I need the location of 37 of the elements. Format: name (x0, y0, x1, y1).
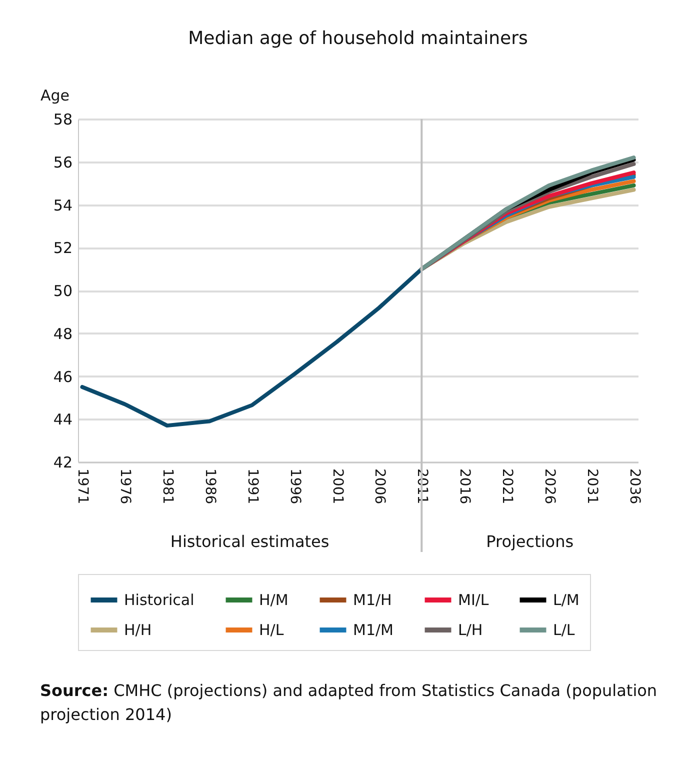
y-tick-label: 42 (53, 454, 72, 472)
legend-label: L/L (553, 621, 576, 639)
y-tick-label: 46 (53, 368, 72, 386)
x-tick-label: 2036 (626, 468, 642, 504)
x-tick-label: 1981 (160, 468, 176, 504)
y-tick-label: 52 (53, 239, 72, 258)
legend-label: H/M (259, 591, 288, 609)
legend-label: M1/M (353, 621, 394, 639)
y-tick-label: 48 (53, 324, 72, 343)
legend-label: H/H (124, 621, 152, 639)
x-tick-label: 1996 (286, 468, 303, 504)
y-tick-label: 54 (53, 196, 72, 214)
x-tick-label: 2016 (456, 468, 473, 504)
legend-label: MI/L (458, 591, 490, 609)
x-tick-label: 1986 (202, 468, 218, 504)
chart-title: Median age of household maintainers (188, 28, 528, 49)
legend-label: L/M (553, 591, 580, 609)
legend-label: L/H (458, 621, 483, 639)
x-tick-label: 1991 (244, 468, 260, 504)
y-tick-label: 58 (53, 110, 72, 128)
x-tick-label: 2031 (584, 468, 600, 504)
legend-label: H/L (259, 621, 284, 639)
x-tick-label: 1971 (74, 468, 91, 504)
text: Projections (486, 532, 574, 551)
text: Historical estimates (170, 532, 330, 551)
legend-label: Historical (124, 591, 194, 609)
x-tick-label: 1976 (117, 468, 134, 504)
source-note: Source: CMHC (projections) and adapted from Statistics Canada (population projection 2014) (40, 680, 658, 726)
y-axis-title: Age (40, 86, 70, 104)
y-tick-label: 44 (53, 410, 72, 429)
y-tick-label: 50 (53, 282, 72, 300)
x-tick-label: 2006 (372, 468, 388, 504)
x-tick-label: 2001 (329, 468, 346, 504)
legend-label: M1/H (353, 591, 392, 609)
x-tick-label: 2021 (498, 468, 515, 504)
x-tick-label: 2026 (541, 468, 558, 504)
y-tick-label: 56 (53, 153, 72, 172)
